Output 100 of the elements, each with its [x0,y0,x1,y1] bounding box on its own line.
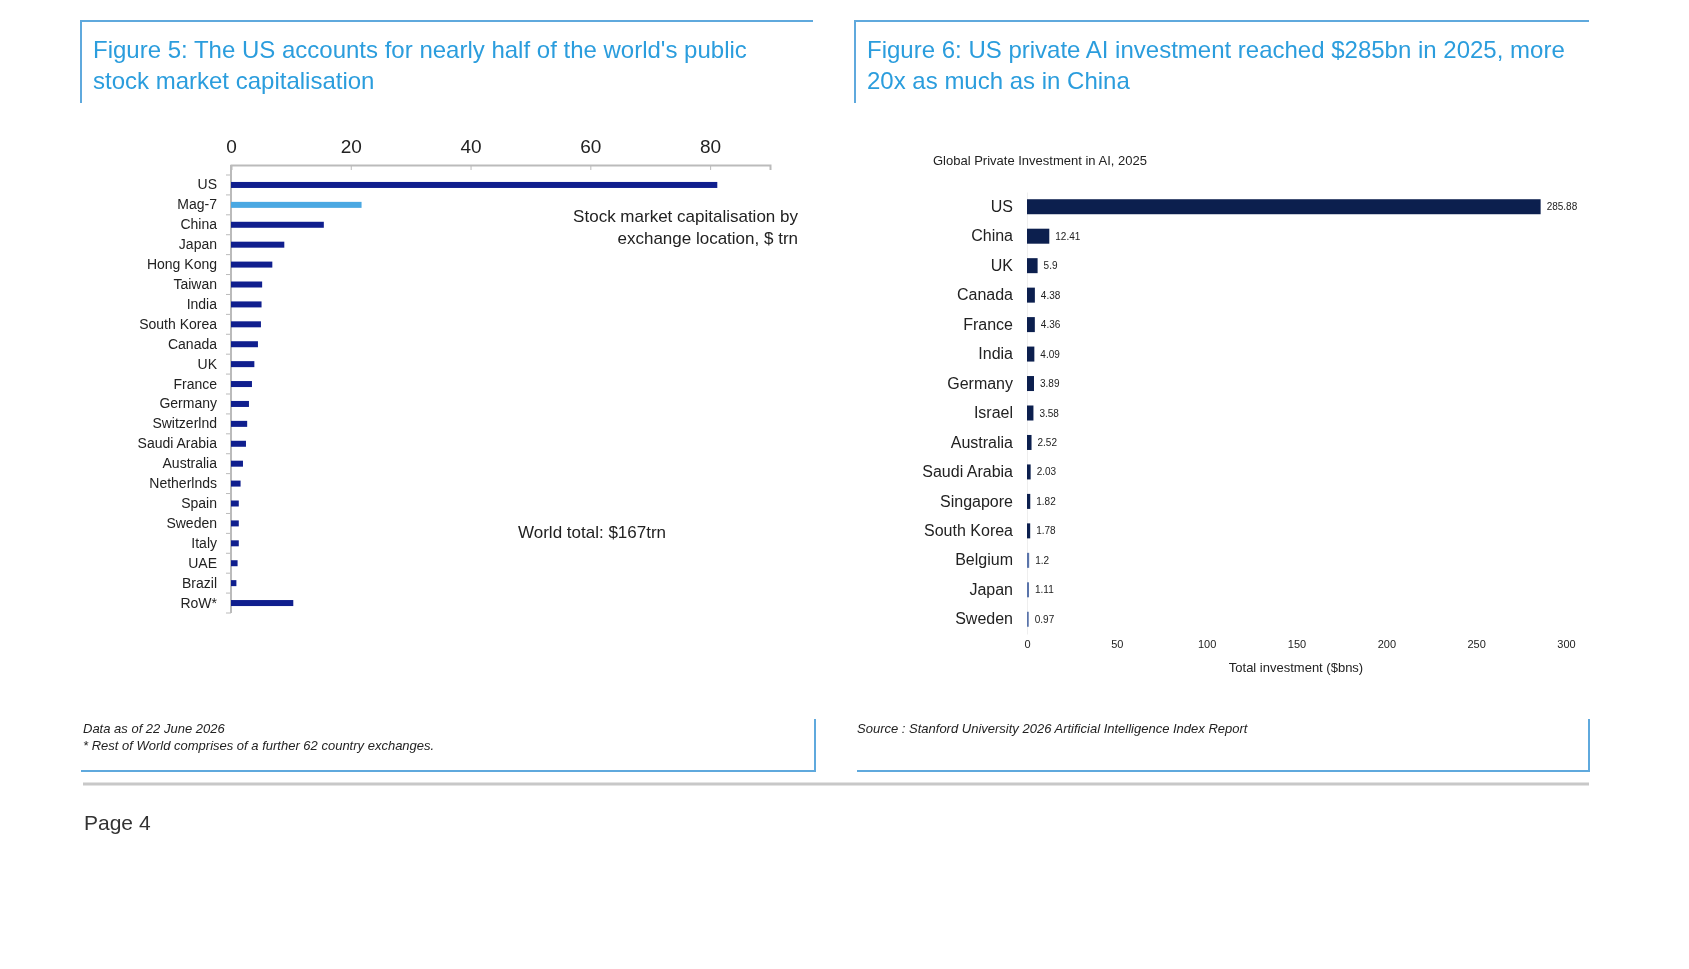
y-tick-label: Netherlnds [149,475,217,492]
bar [231,261,273,268]
data-label: 1.82 [1036,495,1057,507]
y-tick-label: Switzerlnd [152,415,217,432]
bar [1027,199,1541,215]
bar [231,241,285,248]
bar [231,201,362,208]
y-tick-label: Canada [167,335,218,352]
y-tick-label: Sweden [955,610,1013,628]
bar [1027,493,1031,509]
bar [231,301,262,308]
y-tick-label: South Korea [924,521,1014,539]
chart-subtitle: Global Private Investment in AI, 2025 [933,153,1147,168]
data-label: 3.58 [1039,407,1060,419]
y-tick-label: India [978,345,1014,363]
bar [231,560,238,567]
y-tick-label: UK [197,355,218,372]
data-label: 4.38 [1040,289,1061,301]
bar [1027,228,1050,244]
y-tick-label: Israel [973,404,1013,422]
y-tick-label: Hong Kong [146,256,217,273]
bar [1027,376,1034,392]
data-label: 4.36 [1040,319,1061,331]
x-tick-label: 300 [1557,637,1576,650]
x-axis-title: Total investment ($bns) [1228,660,1364,675]
data-label: 285.88 [1546,201,1578,213]
bar [1027,434,1032,450]
y-tick-label: China [180,216,218,233]
bar [231,361,255,368]
data-label: 1.78 [1036,525,1057,537]
bar [231,341,258,348]
bar [231,400,249,407]
y-tick-label: UAE [188,554,217,571]
text: Data as of 22 June 2026 [83,721,226,736]
data-label: 0.97 [1034,613,1055,625]
y-tick-label: UK [990,256,1014,274]
data-label: 1.11 [1034,584,1055,596]
y-tick-label: RoW* [180,594,218,611]
y-tick-label: US [197,176,217,193]
annotation: Stock market capitalisation by exchange location, $ trn [573,207,799,249]
x-tick-label: 50 [1111,637,1124,650]
bar [1027,405,1034,421]
data-label: 3.89 [1039,378,1060,390]
y-tick-label: Belgium [955,551,1013,569]
x-tick-label: 20 [340,135,362,157]
y-tick-label: Japan [969,580,1013,598]
y-tick-label: Japan [178,236,217,253]
bar [231,181,718,188]
bar [1027,346,1035,362]
bar [231,381,252,388]
x-tick-label: 200 [1377,637,1397,650]
chart-title: Figure 5: The US accounts for nearly half of the world's public stock market capitalisation [93,36,747,95]
x-tick-label: 250 [1467,637,1486,650]
chart-title: Figure 6: US private AI investment reached $285bn in 2025, more 20x as much as in China [867,36,1565,95]
bar [231,420,248,427]
x-tick-label: 0 [1024,637,1031,650]
bar [231,520,239,527]
y-tick-label: Germany [159,395,217,412]
y-tick-label: Australia [162,455,218,472]
y-tick-label: Germany [947,374,1013,392]
bar [231,281,263,288]
bar [231,500,239,507]
bar [231,480,241,487]
y-tick-label: France [963,315,1014,333]
data-label: 2.03 [1036,466,1057,478]
y-tick-label: China [971,227,1014,245]
text: * Rest of World comprises of a further 62 country exchanges. [83,738,435,753]
data-label: 4.09 [1040,348,1061,360]
x-tick-label: 100 [1197,637,1217,650]
y-tick-label: Saudi Arabia [922,463,1014,481]
bar [231,221,324,228]
y-tick-label: Brazil [181,574,217,591]
bar [1027,464,1031,480]
data-label: 1.2 [1035,554,1050,566]
data-label: 12.41 [1055,230,1081,242]
data-label: 5.9 [1043,260,1058,272]
x-tick-label: 40 [460,135,482,157]
y-tick-label: Taiwan [173,275,217,292]
bar [1027,523,1031,539]
bar [231,321,261,328]
bar [231,440,246,447]
bar [231,580,237,587]
y-tick-label: France [173,375,218,392]
y-tick-label: Spain [181,494,217,511]
source-note: Source : Stanford University 2026 Artificial Intelligence Index Report [857,721,1249,736]
x-tick-label: 60 [580,135,602,157]
y-tick-label: India [186,295,218,312]
bar [231,540,239,547]
y-tick-label: Mag-7 [177,196,218,213]
bar [1027,258,1038,274]
x-tick-label: 80 [700,135,722,157]
y-tick-label: Italy [191,534,217,551]
bar [1027,317,1035,333]
y-tick-label: Sweden [166,514,217,531]
y-tick-label: Singapore [940,492,1014,510]
text: Page 4 [84,811,151,834]
y-tick-label: US [990,197,1013,215]
y-tick-label: Saudi Arabia [137,435,218,452]
bar [231,600,294,607]
x-tick-label: 0 [226,135,237,157]
